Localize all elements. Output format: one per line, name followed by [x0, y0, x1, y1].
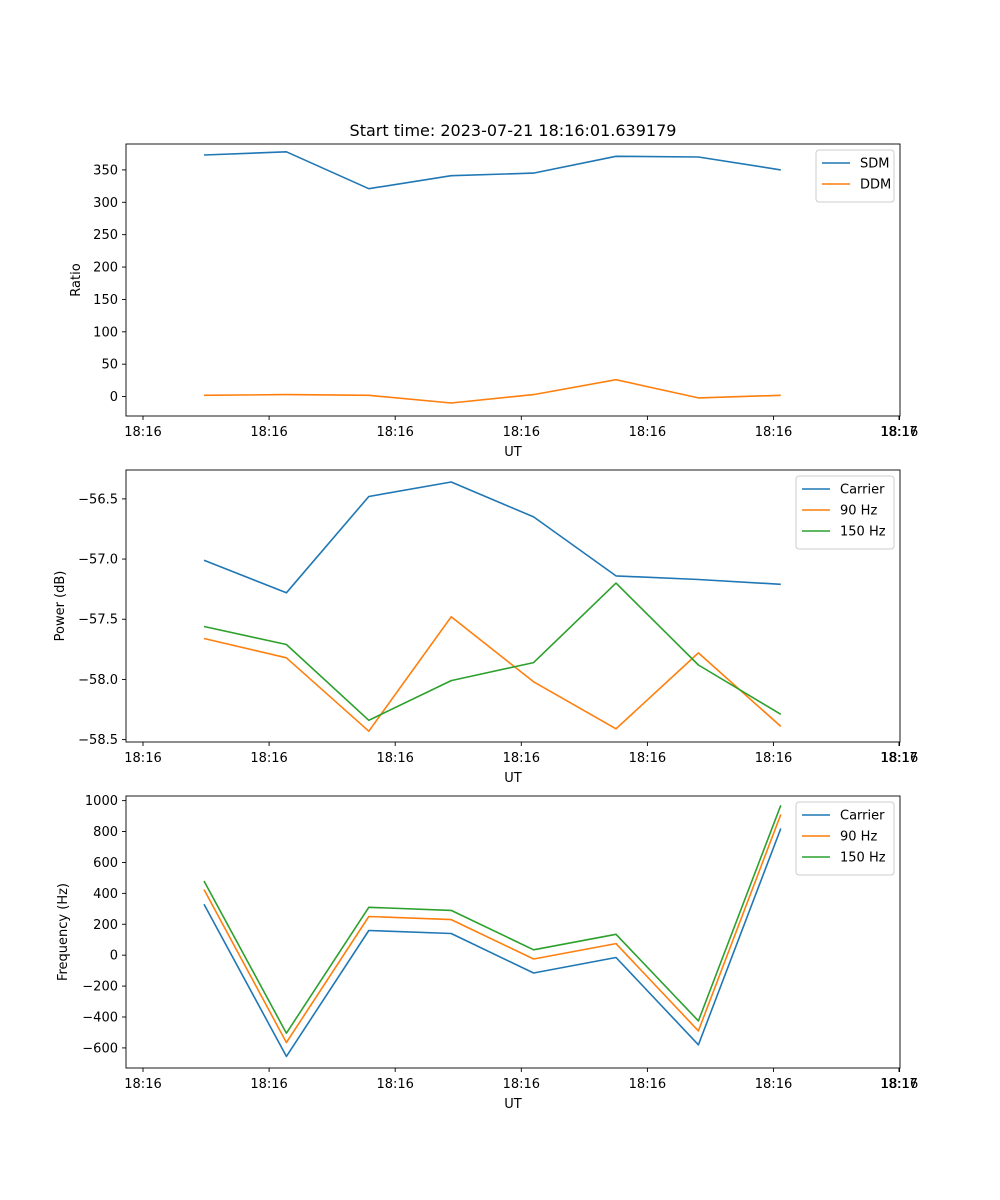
chart-panel-1: 18:16 18:16 18:16 18:16 18:16 18:16 18:1618:17…	[69, 143, 918, 460]
series-line-carrier	[203, 481, 781, 594]
legend-label: 150 Hz	[840, 525, 886, 540]
y-axis-title: Frequency (Hz)	[56, 883, 71, 981]
x-tick-label: 18:16	[755, 1077, 792, 1092]
x-tick-label: 18:16	[250, 751, 287, 766]
x-tick-label: 18:17	[880, 751, 917, 766]
y-tick-label: −400	[82, 1011, 118, 1026]
y-tick-label: 0	[110, 390, 118, 405]
legend-label: DDM	[860, 178, 891, 193]
legend-label: 150 Hz	[840, 851, 886, 866]
y-tick-label: 150	[93, 293, 118, 308]
legend-label: Carrier	[840, 809, 885, 824]
y-tick-label: 250	[93, 228, 118, 243]
legend-label: SDM	[860, 157, 889, 172]
legend-label: 90 Hz	[840, 830, 877, 845]
y-tick-label: 600	[93, 856, 118, 871]
y-tick-label: 800	[93, 825, 118, 840]
chart-panel-2: 18:16 18:16 18:16 18:16 18:16 18:16 18:1618:17…	[53, 469, 918, 786]
legend-label: 90 Hz	[840, 504, 877, 519]
x-tick-label: 18:17	[880, 1077, 917, 1092]
series-line-carrier	[203, 828, 782, 1058]
plot-area-frame	[125, 143, 901, 417]
y-tick-label: 350	[93, 163, 118, 178]
x-tick-label: 18:16	[124, 1077, 161, 1092]
x-axis-title: UT	[504, 1097, 522, 1112]
x-tick-label: 18:16	[376, 751, 413, 766]
plot-area-frame	[125, 469, 901, 743]
y-tick-label: 300	[93, 196, 118, 211]
y-tick-label: −57.0	[78, 553, 118, 568]
x-tick-label: 18:16	[376, 425, 413, 440]
x-axis-title: UT	[504, 445, 522, 460]
y-axis-title: Ratio	[69, 263, 84, 296]
x-tick-label: 18:16	[881, 1077, 918, 1092]
y-tick-label: 1000	[85, 794, 118, 809]
series-line-150-hz	[203, 582, 782, 722]
x-tick-label: 18:16	[629, 1077, 666, 1092]
x-tick-label: 18:16	[124, 751, 161, 766]
x-tick-label: 18:16	[503, 751, 540, 766]
x-tick-label: 18:16	[755, 751, 792, 766]
x-tick-label: 18:16	[250, 425, 287, 440]
y-tick-label: 200	[93, 918, 118, 933]
y-tick-label: −57.5	[78, 613, 118, 628]
x-axis-title: UT	[504, 771, 522, 786]
y-tick-label: −58.0	[78, 673, 118, 688]
series-line-90-hz	[203, 814, 782, 1044]
x-tick-label: 18:16	[250, 1077, 287, 1092]
x-tick-label: 18:16	[124, 425, 161, 440]
x-tick-label: 18:17	[880, 425, 917, 440]
y-tick-label: 0	[110, 949, 118, 964]
x-tick-label: 18:16	[503, 1077, 540, 1092]
x-tick-label: 18:16	[376, 1077, 413, 1092]
chart-title: Start time: 2023-07-21 18:16:01.639179	[350, 121, 677, 140]
plot-area-frame	[125, 795, 901, 1069]
x-tick-label: 18:16	[881, 751, 918, 766]
legend-label: Carrier	[840, 483, 885, 498]
x-tick-label: 18:16	[629, 751, 666, 766]
chart-panel-3: 18:16 18:16 18:16 18:16 18:16 18:16 18:1618:17…	[56, 794, 918, 1112]
y-tick-label: 400	[93, 887, 118, 902]
y-tick-label: −200	[82, 980, 118, 995]
x-tick-label: 18:16	[629, 425, 666, 440]
y-axis-title: Power (dB)	[53, 571, 68, 642]
series-line-150-hz	[203, 805, 782, 1034]
y-tick-label: 200	[93, 261, 118, 276]
series-line-ddm	[203, 378, 781, 404]
y-tick-label: −58.5	[78, 733, 118, 748]
y-tick-label: −600	[82, 1041, 118, 1056]
x-tick-label: 18:16	[881, 425, 918, 440]
x-tick-label: 18:16	[503, 425, 540, 440]
y-tick-label: 50	[101, 358, 118, 373]
series-line-90-hz	[203, 615, 782, 733]
series-line-sdm	[203, 151, 781, 190]
y-tick-label: 100	[93, 325, 118, 340]
x-tick-label: 18:16	[755, 425, 792, 440]
y-tick-label: −56.5	[78, 492, 118, 507]
